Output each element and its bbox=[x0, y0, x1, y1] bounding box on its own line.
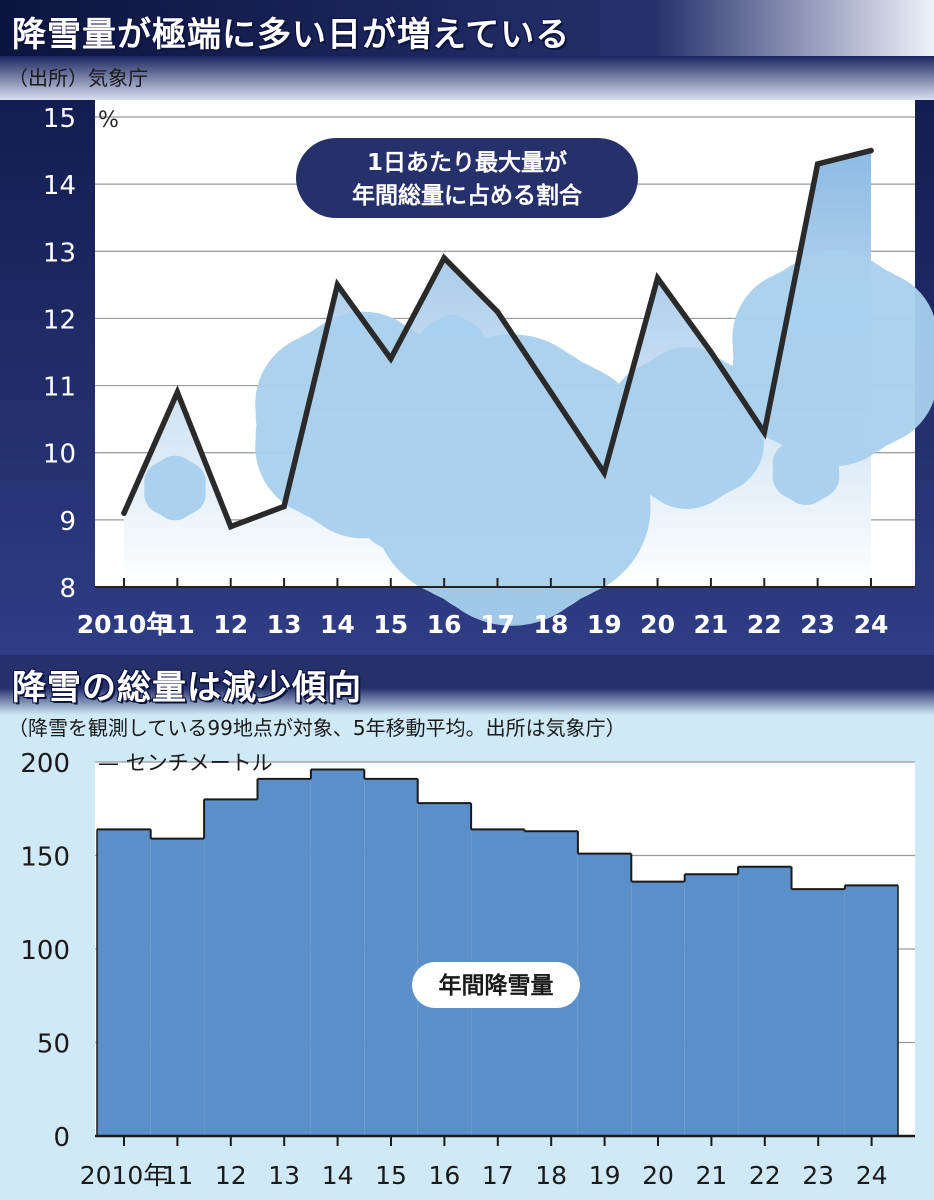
bottom-x-tick-label: 19 bbox=[589, 1161, 621, 1190]
top-series-line bbox=[121, 147, 874, 531]
top-title-band bbox=[0, 0, 934, 56]
snowflake-icon bbox=[796, 318, 874, 398]
top-y-tick-label: 12 bbox=[43, 305, 76, 335]
top-y-unit-label: % bbox=[98, 108, 119, 133]
top-data-point bbox=[814, 161, 821, 167]
top-data-point bbox=[868, 147, 874, 154]
top-x-tick-label: 23 bbox=[800, 610, 835, 639]
bottom-bar bbox=[738, 866, 792, 1136]
top-data-point bbox=[227, 523, 234, 530]
top-source-note: （出所）気象庁 bbox=[8, 66, 148, 90]
bottom-y-tick-label: 150 bbox=[20, 843, 70, 873]
bottom-x-tick-label: 22 bbox=[749, 1161, 781, 1190]
top-x-tick-label: 17 bbox=[480, 610, 515, 639]
bottom-bar bbox=[684, 874, 739, 1136]
top-data-point bbox=[281, 503, 287, 510]
top-data-point bbox=[121, 510, 127, 516]
snowflake-icon bbox=[658, 398, 717, 458]
top-y-tick-label: 14 bbox=[43, 171, 76, 201]
top-series-label-pill bbox=[296, 138, 638, 218]
snowflake-icon bbox=[459, 426, 564, 534]
bottom-x-tick-label: 20 bbox=[642, 1161, 674, 1190]
bottom-bar bbox=[791, 889, 845, 1136]
top-x-tick-label: 19 bbox=[587, 610, 622, 639]
top-y-tick-label: 8 bbox=[59, 574, 76, 604]
snowflake-icon bbox=[439, 337, 464, 363]
top-data-point bbox=[441, 255, 447, 261]
snowflake-icon bbox=[384, 508, 407, 532]
bottom-title-band bbox=[0, 655, 934, 715]
snowflake-icon bbox=[793, 457, 818, 483]
top-x-tick-label: 16 bbox=[427, 610, 462, 639]
bottom-chart-title: 降雪の総量は減少傾向 bbox=[12, 668, 362, 708]
bottom-bar bbox=[631, 881, 685, 1136]
top-x-tick-label: 24 bbox=[854, 610, 889, 639]
bottom-x-tick-label: 16 bbox=[428, 1161, 460, 1190]
bottom-x-tick-label: 11 bbox=[161, 1161, 193, 1190]
bottom-bar bbox=[204, 799, 258, 1136]
bottom-series-label-pill bbox=[412, 962, 580, 1008]
bottom-x-tick-label: 17 bbox=[482, 1161, 514, 1190]
bottom-bar bbox=[150, 838, 205, 1136]
top-x-tick-label: 20 bbox=[640, 610, 675, 639]
top-data-point bbox=[654, 275, 661, 281]
top-data-point bbox=[334, 282, 341, 288]
bottom-x-tick-label: 15 bbox=[375, 1161, 407, 1190]
bottom-y-tick-label: 200 bbox=[20, 749, 70, 779]
top-series-label-line2: 年間総量に占める割合 bbox=[352, 182, 583, 209]
top-x-tick-label: 11 bbox=[160, 610, 195, 639]
bottom-bar bbox=[364, 778, 418, 1136]
bottom-y-unit-label: — センチメートル bbox=[98, 751, 273, 775]
top-x-tick-label: 14 bbox=[320, 610, 355, 639]
bottom-x-tick-label: 2010年 bbox=[80, 1161, 169, 1190]
top-data-point bbox=[601, 470, 608, 476]
bottom-x-tick-label: 23 bbox=[802, 1161, 834, 1190]
top-y-tick-label: 13 bbox=[43, 238, 76, 268]
bottom-x-tick-label: 12 bbox=[215, 1161, 247, 1190]
snowflake-icon bbox=[163, 476, 186, 500]
top-y-tick-label: 9 bbox=[59, 507, 76, 537]
top-data-point bbox=[387, 355, 394, 362]
bottom-bar bbox=[257, 778, 311, 1136]
bottom-x-tick-label: 14 bbox=[322, 1161, 354, 1190]
top-x-tick-label: 12 bbox=[213, 610, 248, 639]
top-x-tick-label: 15 bbox=[373, 610, 408, 639]
bottom-x-tick-label: 24 bbox=[856, 1161, 888, 1190]
top-series-label-line1: 1日あたり最大量が bbox=[367, 149, 567, 176]
bottom-bar bbox=[97, 829, 151, 1136]
top-data-point bbox=[174, 389, 181, 396]
bottom-x-tick-label: 21 bbox=[695, 1161, 727, 1190]
top-data-point bbox=[548, 389, 554, 396]
top-data-point bbox=[708, 349, 714, 355]
top-data-point bbox=[761, 429, 768, 436]
bottom-x-tick-label: 13 bbox=[268, 1161, 300, 1190]
bottom-y-tick-label: 50 bbox=[37, 1030, 70, 1060]
top-x-tick-label: 22 bbox=[747, 610, 782, 639]
top-x-tick-label: 18 bbox=[533, 610, 568, 639]
bottom-bar bbox=[844, 885, 898, 1136]
top-source-band bbox=[0, 56, 934, 100]
bottom-x-tick-label: 18 bbox=[535, 1161, 567, 1190]
top-y-tick-label: 11 bbox=[43, 373, 76, 403]
top-x-tick-label: 13 bbox=[267, 610, 302, 639]
top-x-tick-label: 21 bbox=[694, 610, 729, 639]
top-data-point bbox=[494, 308, 501, 315]
bottom-bar bbox=[310, 769, 365, 1136]
bottom-y-tick-label: 100 bbox=[20, 936, 70, 966]
top-x-tick-label: 2010年 bbox=[77, 610, 172, 639]
bottom-y-tick-label: 0 bbox=[53, 1123, 70, 1153]
top-y-tick-label: 15 bbox=[43, 104, 76, 134]
bottom-source-note: （降雪を観測している99地点が対象、5年移動平均。出所は気象庁） bbox=[8, 716, 626, 740]
bottom-bar bbox=[577, 853, 632, 1136]
top-chart-title: 降雪量が極端に多い日が増えている bbox=[12, 15, 571, 55]
top-y-tick-label: 10 bbox=[43, 440, 76, 470]
bottom-series-label: 年間降雪量 bbox=[439, 972, 554, 999]
